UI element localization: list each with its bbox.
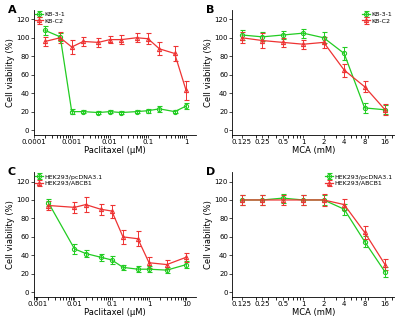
X-axis label: Paclitaxel (μM): Paclitaxel (μM) <box>84 146 146 155</box>
X-axis label: MCA (mM): MCA (mM) <box>292 146 335 155</box>
Y-axis label: Cell viability (%): Cell viability (%) <box>204 38 213 107</box>
Text: B: B <box>206 5 215 15</box>
X-axis label: Paclitaxel (μM): Paclitaxel (μM) <box>84 308 146 318</box>
Y-axis label: Cell viability (%): Cell viability (%) <box>204 200 213 269</box>
Y-axis label: Cell viability (%): Cell viability (%) <box>6 200 14 269</box>
Legend: HEK293/pcDNA3.1, HEK293/ABCB1: HEK293/pcDNA3.1, HEK293/ABCB1 <box>324 173 393 186</box>
Text: C: C <box>8 167 16 177</box>
X-axis label: MCA (mM): MCA (mM) <box>292 308 335 318</box>
Legend: KB-3-1, KB-C2: KB-3-1, KB-C2 <box>35 11 66 24</box>
Text: A: A <box>8 5 16 15</box>
Legend: KB-3-1, KB-C2: KB-3-1, KB-C2 <box>362 11 393 24</box>
Legend: HEK293/pcDNA3.1, HEK293/ABCB1: HEK293/pcDNA3.1, HEK293/ABCB1 <box>35 173 104 186</box>
Y-axis label: Cell viability (%): Cell viability (%) <box>6 38 14 107</box>
Text: D: D <box>206 167 216 177</box>
